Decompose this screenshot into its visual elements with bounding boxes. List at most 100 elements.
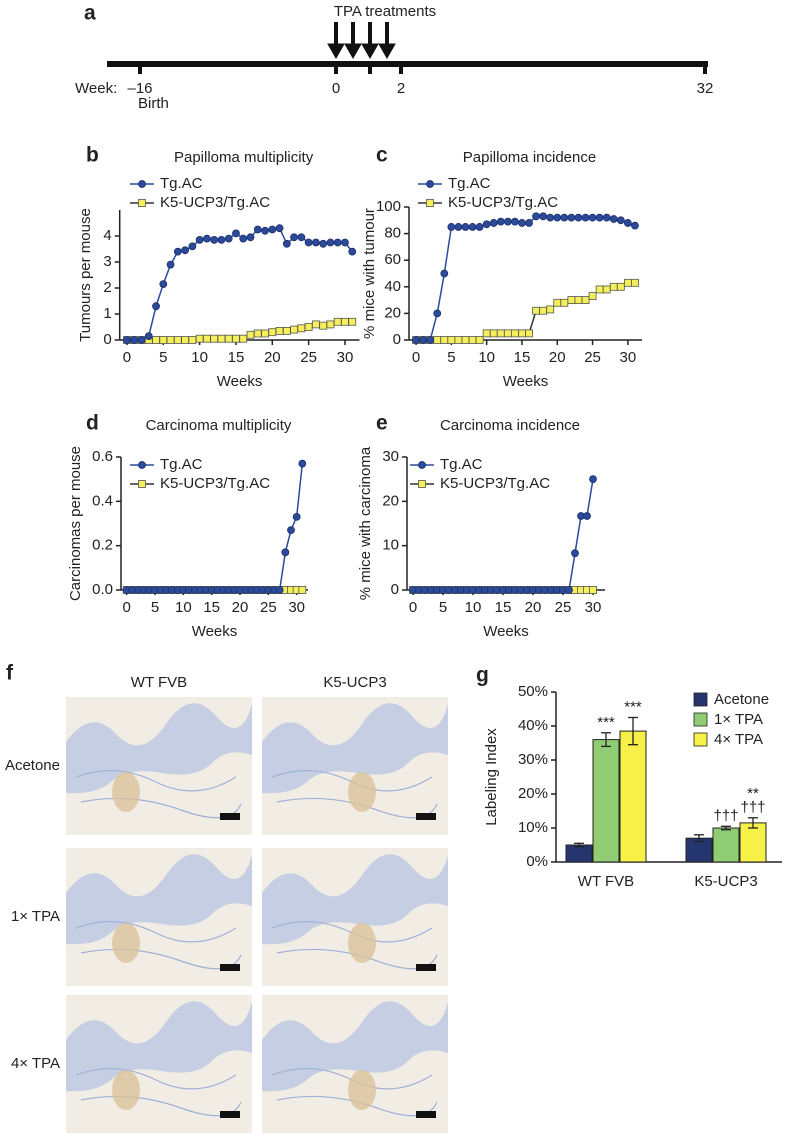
x-tick-label: 15 [495, 599, 512, 616]
x-tick-label: 0 [123, 349, 131, 366]
marker [210, 334, 219, 343]
marker [631, 278, 639, 287]
legend-marker [426, 180, 434, 188]
micrograph [66, 848, 252, 986]
marker [275, 586, 284, 594]
y-tick-label: 50% [518, 683, 548, 700]
legend-swatch [693, 692, 708, 707]
marker [595, 213, 604, 222]
hair-follicle [348, 772, 376, 812]
chart-title: Carcinoma incidence [440, 417, 580, 434]
x-tick-label: 20 [525, 599, 542, 616]
y-tick-label: 30 [382, 448, 399, 465]
marker [268, 328, 277, 337]
marker [496, 329, 505, 338]
marker [475, 223, 484, 231]
y-tick-label: 0.6 [92, 448, 113, 465]
marker [518, 219, 526, 227]
timeline-annotation: Birth [138, 95, 169, 112]
marker [224, 234, 233, 243]
y-tick-label: 100 [376, 198, 401, 215]
micrograph [262, 697, 448, 835]
marker [166, 336, 175, 344]
marker [123, 336, 131, 344]
y-tick-label: 10 [382, 537, 399, 554]
x-tick-label: 5 [439, 599, 447, 616]
bar [619, 730, 647, 863]
marker [268, 225, 277, 234]
significance-mark: ††† [713, 807, 738, 824]
marker [319, 321, 328, 330]
marker [282, 239, 291, 248]
marker [275, 224, 284, 233]
significance-mark: ††† [740, 799, 765, 816]
marker [144, 332, 153, 341]
legend-label: K5-UCP3/Tg.AC [440, 475, 550, 492]
marker [341, 238, 349, 247]
y-tick-label: 40% [518, 717, 548, 734]
marker [290, 233, 299, 242]
series-line [413, 479, 594, 591]
marker [581, 213, 590, 222]
column-label: WT FVB [131, 674, 187, 691]
marker [616, 216, 625, 225]
chart-title: Carcinoma multiplicity [146, 417, 292, 434]
marker [595, 285, 604, 294]
y-tick-label: 3 [103, 253, 111, 270]
marker [489, 329, 498, 338]
marker [440, 269, 449, 278]
x-tick-label: 25 [300, 349, 317, 366]
panel-letter: d [86, 412, 99, 435]
marker [246, 233, 255, 242]
y-tick-label: 4 [103, 227, 111, 244]
legend-label: Tg.AC [160, 456, 203, 473]
y-tick-label: 0 [391, 581, 399, 598]
error-bar [721, 825, 731, 831]
marker [581, 296, 590, 305]
marker [287, 526, 295, 535]
error-bar [694, 834, 704, 843]
marker [311, 320, 320, 329]
bar [565, 844, 593, 863]
marker [454, 336, 463, 344]
marker [440, 336, 449, 344]
marker [281, 548, 290, 557]
y-tick-label: 0.4 [92, 492, 113, 509]
significance-mark: *** [624, 698, 642, 715]
marker [152, 302, 160, 311]
marker [333, 238, 342, 247]
marker [553, 298, 562, 307]
panel-letter: c [376, 144, 388, 167]
error-bar [748, 817, 758, 829]
marker [224, 334, 233, 343]
x-tick-label: 30 [620, 349, 637, 366]
treatment-arrows [327, 22, 396, 60]
x-tick-label: 10 [191, 349, 208, 366]
marker [297, 324, 306, 333]
marker [560, 298, 569, 307]
error-bar [628, 716, 638, 746]
panel-letter: b [86, 144, 99, 167]
marker [447, 336, 456, 344]
legend-swatch [693, 732, 708, 747]
hair-follicle [112, 923, 140, 963]
x-tick-label: 30 [288, 599, 305, 616]
marker [202, 234, 211, 243]
marker [609, 282, 618, 291]
x-axis-label: Weeks [503, 373, 549, 390]
marker [311, 238, 320, 247]
marker [152, 336, 160, 344]
marker [297, 233, 306, 242]
x-tick-label: 30 [585, 599, 602, 616]
marker [275, 326, 284, 335]
marker [419, 336, 428, 344]
marker [130, 336, 139, 344]
x-tick-label: 15 [514, 349, 531, 366]
marker [623, 219, 632, 227]
y-axis-label: % mice with tumour [361, 208, 378, 339]
legend-label: K5-UCP3/Tg.AC [160, 475, 270, 492]
marker [602, 213, 611, 222]
x-tick-label: WT FVB [578, 873, 634, 890]
hair-follicle [112, 1070, 140, 1110]
marker [319, 239, 328, 248]
